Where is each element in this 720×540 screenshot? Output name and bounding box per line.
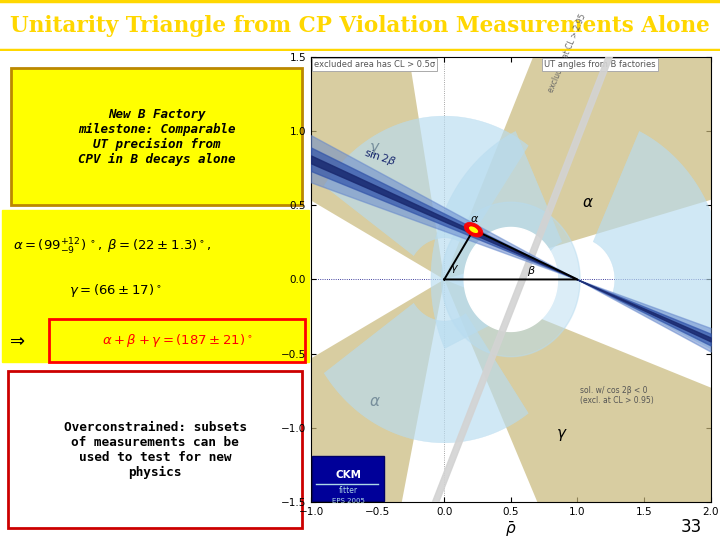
Polygon shape	[464, 227, 557, 332]
Text: EPS 2005: EPS 2005	[332, 498, 365, 504]
Polygon shape	[444, 0, 720, 280]
Text: excluded at CL > 2.95: excluded at CL > 2.95	[546, 12, 588, 94]
Polygon shape	[593, 131, 720, 348]
Text: $\alpha$: $\alpha$	[582, 195, 594, 210]
Polygon shape	[431, 131, 562, 348]
Text: Overconstrained: subsets
of measurements can be
used to test for new
physics: Overconstrained: subsets of measurements…	[63, 421, 246, 478]
FancyBboxPatch shape	[11, 69, 302, 205]
Polygon shape	[324, 116, 528, 255]
Text: 33: 33	[680, 518, 702, 536]
Text: excluded area has CL > 0.5σ: excluded area has CL > 0.5σ	[314, 59, 435, 69]
Ellipse shape	[465, 223, 482, 237]
FancyBboxPatch shape	[8, 372, 302, 528]
Polygon shape	[441, 202, 580, 356]
Text: CKM: CKM	[336, 470, 361, 481]
FancyBboxPatch shape	[48, 319, 305, 362]
FancyBboxPatch shape	[1, 210, 308, 362]
Polygon shape	[0, 280, 444, 540]
Ellipse shape	[468, 226, 479, 234]
Text: $\gamma = (66 \pm 17)^\circ$: $\gamma = (66 \pm 17)^\circ$	[69, 282, 161, 299]
Polygon shape	[324, 303, 528, 443]
Polygon shape	[444, 280, 720, 540]
Text: $\sin 2\beta$: $\sin 2\beta$	[361, 146, 398, 170]
Text: $\alpha + \beta + \gamma = (187 \pm 21)^\circ$: $\alpha + \beta + \gamma = (187 \pm 21)^…	[102, 332, 253, 349]
Text: $\alpha$: $\alpha$	[369, 394, 381, 409]
Text: $\gamma$: $\gamma$	[450, 262, 459, 274]
Text: sol. w/ cos 2β < 0
(excl. at CL > 0.95): sol. w/ cos 2β < 0 (excl. at CL > 0.95)	[580, 386, 654, 405]
Text: Unitarity Triangle from CP Violation Measurements Alone: Unitarity Triangle from CP Violation Mea…	[10, 15, 710, 37]
Polygon shape	[0, 0, 444, 280]
Text: $\Rightarrow$: $\Rightarrow$	[6, 330, 26, 349]
Text: $\beta$: $\beta$	[527, 264, 536, 278]
FancyBboxPatch shape	[312, 456, 384, 501]
Text: fitter: fitter	[339, 486, 358, 495]
Text: $\gamma$: $\gamma$	[369, 141, 381, 157]
Text: New B Factory
milestone: Comparable
UT precision from
CPV in B decays alone: New B Factory milestone: Comparable UT p…	[78, 107, 235, 166]
Text: $\alpha$: $\alpha$	[470, 214, 480, 224]
Text: $\gamma$: $\gamma$	[556, 427, 567, 443]
Text: UT angles from B factories: UT angles from B factories	[544, 59, 656, 69]
Text: $\alpha = (99^{+12}_{-9})\,^\circ,\;\beta = (22 \pm 1.3)^\circ,$: $\alpha = (99^{+12}_{-9})\,^\circ,\;\bet…	[12, 237, 211, 257]
X-axis label: $\bar{\rho}$: $\bar{\rho}$	[505, 520, 516, 539]
